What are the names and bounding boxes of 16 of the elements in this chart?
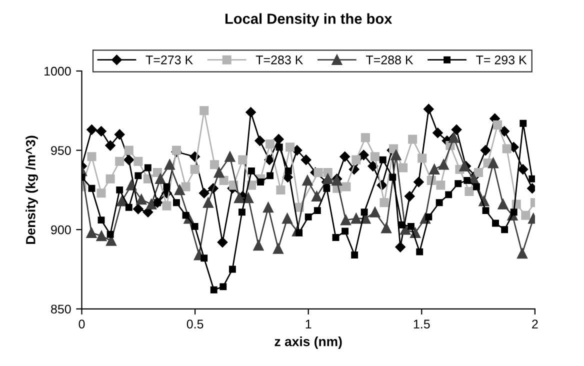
legend-label: T=273 K (146, 56, 193, 64)
y-tick-label: 900 (51, 225, 71, 234)
y-tick-label: 950 (51, 146, 71, 155)
x-axis-title: z axis (nm) (274, 336, 342, 349)
x-tick-label: 1.5 (414, 320, 430, 328)
y-tick-label: 1000 (44, 66, 71, 76)
x-tick-label: 1 (306, 320, 312, 328)
legend-label: T=283 K (256, 56, 304, 64)
x-tick-label: 0 (78, 320, 85, 328)
chart-title: Local Density in the box (225, 13, 392, 27)
y-tick-label: 850 (51, 304, 71, 314)
legend-label: T=288 K (366, 56, 414, 64)
x-tick-label: 2 (532, 320, 538, 328)
legend-label: T= 293 K (476, 56, 527, 64)
x-tick-label: 0.5 (186, 320, 204, 328)
y-axis-title: Density (kg /m^3) (26, 136, 38, 244)
